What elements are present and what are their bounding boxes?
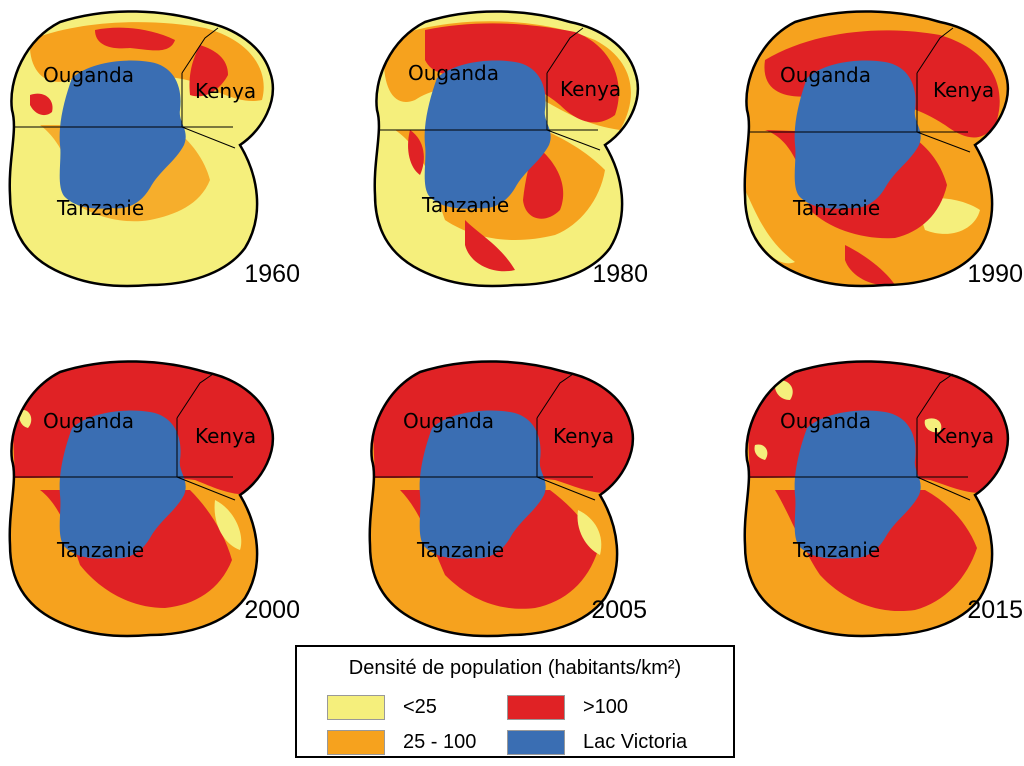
legend-item-lake: Lac Victoria [507, 730, 687, 755]
legend: Densité de population (habitants/km²) <2… [295, 645, 735, 758]
label-tanzania: Tanzanie [421, 193, 509, 217]
label-tanzania: Tanzanie [416, 538, 504, 562]
legend-title: Densité de population (habitants/km²) [348, 657, 682, 679]
year-label: 1980 [592, 260, 648, 288]
map-panel-2005: Ouganda Kenya Tanzanie 2005 [368, 360, 647, 638]
year-label: 1990 [967, 260, 1023, 288]
map-panel-1960: Ouganda Kenya Tanzanie 1960 [8, 10, 300, 288]
year-label: 2000 [244, 596, 300, 624]
legend-label-low: <25 [403, 696, 437, 718]
legend-label-lake: Lac Victoria [583, 731, 688, 753]
label-uganda: Ouganda [403, 409, 494, 433]
map-panel-1990: Ouganda Kenya Tanzanie 1990 [743, 10, 1023, 288]
label-uganda: Ouganda [408, 61, 499, 85]
label-tanzania: Tanzanie [56, 538, 144, 562]
year-label: 2005 [591, 596, 647, 624]
year-label: 2015 [967, 596, 1023, 624]
label-tanzania: Tanzanie [792, 538, 880, 562]
label-uganda: Ouganda [43, 409, 134, 433]
map-panel-2015: Ouganda Kenya Tanzanie 2015 [743, 360, 1023, 638]
legend-swatch-high [507, 695, 565, 720]
label-kenya: Kenya [933, 424, 994, 448]
map-panel-2000: Ouganda Kenya Tanzanie 2000 [8, 360, 300, 638]
label-uganda: Ouganda [43, 63, 134, 87]
legend-label-high: >100 [583, 696, 629, 718]
legend-swatch-low [327, 695, 385, 720]
label-uganda: Ouganda [780, 409, 871, 433]
label-tanzania: Tanzanie [792, 196, 880, 220]
legend-item-high: >100 [507, 695, 628, 720]
label-kenya: Kenya [195, 424, 256, 448]
year-label: 1960 [244, 260, 300, 288]
label-kenya: Kenya [933, 78, 994, 102]
label-kenya: Kenya [553, 424, 614, 448]
label-kenya: Kenya [560, 77, 621, 101]
legend-item-medium: 25 - 100 [327, 730, 476, 755]
legend-label-medium: 25 - 100 [403, 731, 477, 753]
legend-item-low: <25 [327, 695, 437, 720]
map-panel-1980: Ouganda Kenya Tanzanie 1980 [373, 10, 648, 288]
label-tanzania: Tanzanie [56, 196, 144, 220]
label-kenya: Kenya [195, 79, 256, 103]
label-uganda: Ouganda [780, 63, 871, 87]
legend-swatch-lake [507, 730, 565, 755]
legend-swatch-medium [327, 730, 385, 755]
